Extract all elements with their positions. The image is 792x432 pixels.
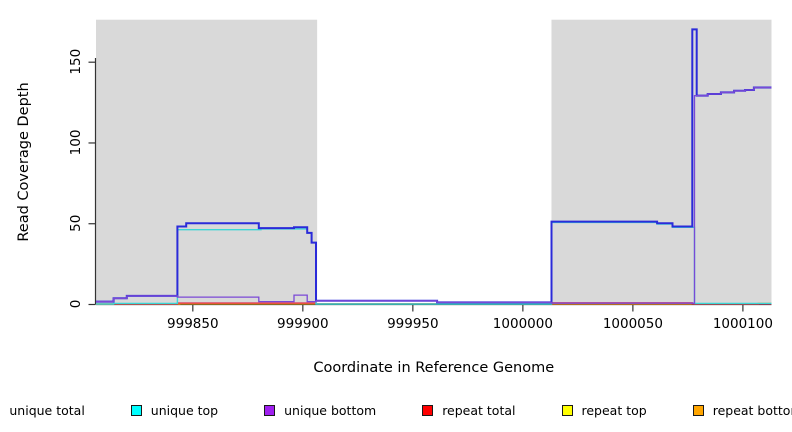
x-tick-label: 999900 [277,316,329,332]
legend-swatch-icon [422,404,434,416]
legend-item-unique-total: unique total [0,403,85,418]
legend-label: repeat bottom [712,402,792,418]
series-unique-bottom-line [96,86,772,304]
legend-item-repeat-total: repeat total [422,402,516,418]
coverage-chart: 999850 999900 999950 1000000 1000050 10001000… [16,19,773,376]
x-tick-label: 1000100 [713,316,773,332]
x-tick-label: 999850 [167,316,219,332]
masked-region-right [551,19,772,304]
legend-swatch-icon [692,404,704,416]
legend-label: repeat total [442,402,516,418]
legend-label: unique top [150,402,219,418]
legend-item-repeat-bottom: repeat bottom [692,402,792,418]
y-tick-label: 150 [68,49,84,75]
legend-label: repeat top [581,402,647,418]
legend-label: unique bottom [284,402,377,418]
x-tick-label: 999950 [387,316,439,332]
y-axis-title: Read Coverage Depth [16,82,32,241]
legend-swatch-icon [264,404,276,416]
y-tick-label: 0 [68,300,84,309]
legend: unique total unique top unique bottom repea… [0,398,792,422]
legend-swatch-icon [561,404,573,416]
y-tick-label: 50 [68,215,84,232]
legend-swatch-icon [130,404,142,416]
x-tick-label: 1000000 [493,316,553,332]
legend-item-unique-bottom: unique bottom [264,403,376,418]
x-axis-title: Coordinate in Reference Genome [313,360,554,376]
masked-region-left [96,19,318,304]
legend-label: unique total [9,402,85,418]
legend-item-repeat-top: repeat top [561,402,647,418]
legend-item-unique-top: unique top [130,402,219,418]
x-tick-label: 1000050 [603,316,663,332]
y-tick-label: 100 [68,130,84,156]
